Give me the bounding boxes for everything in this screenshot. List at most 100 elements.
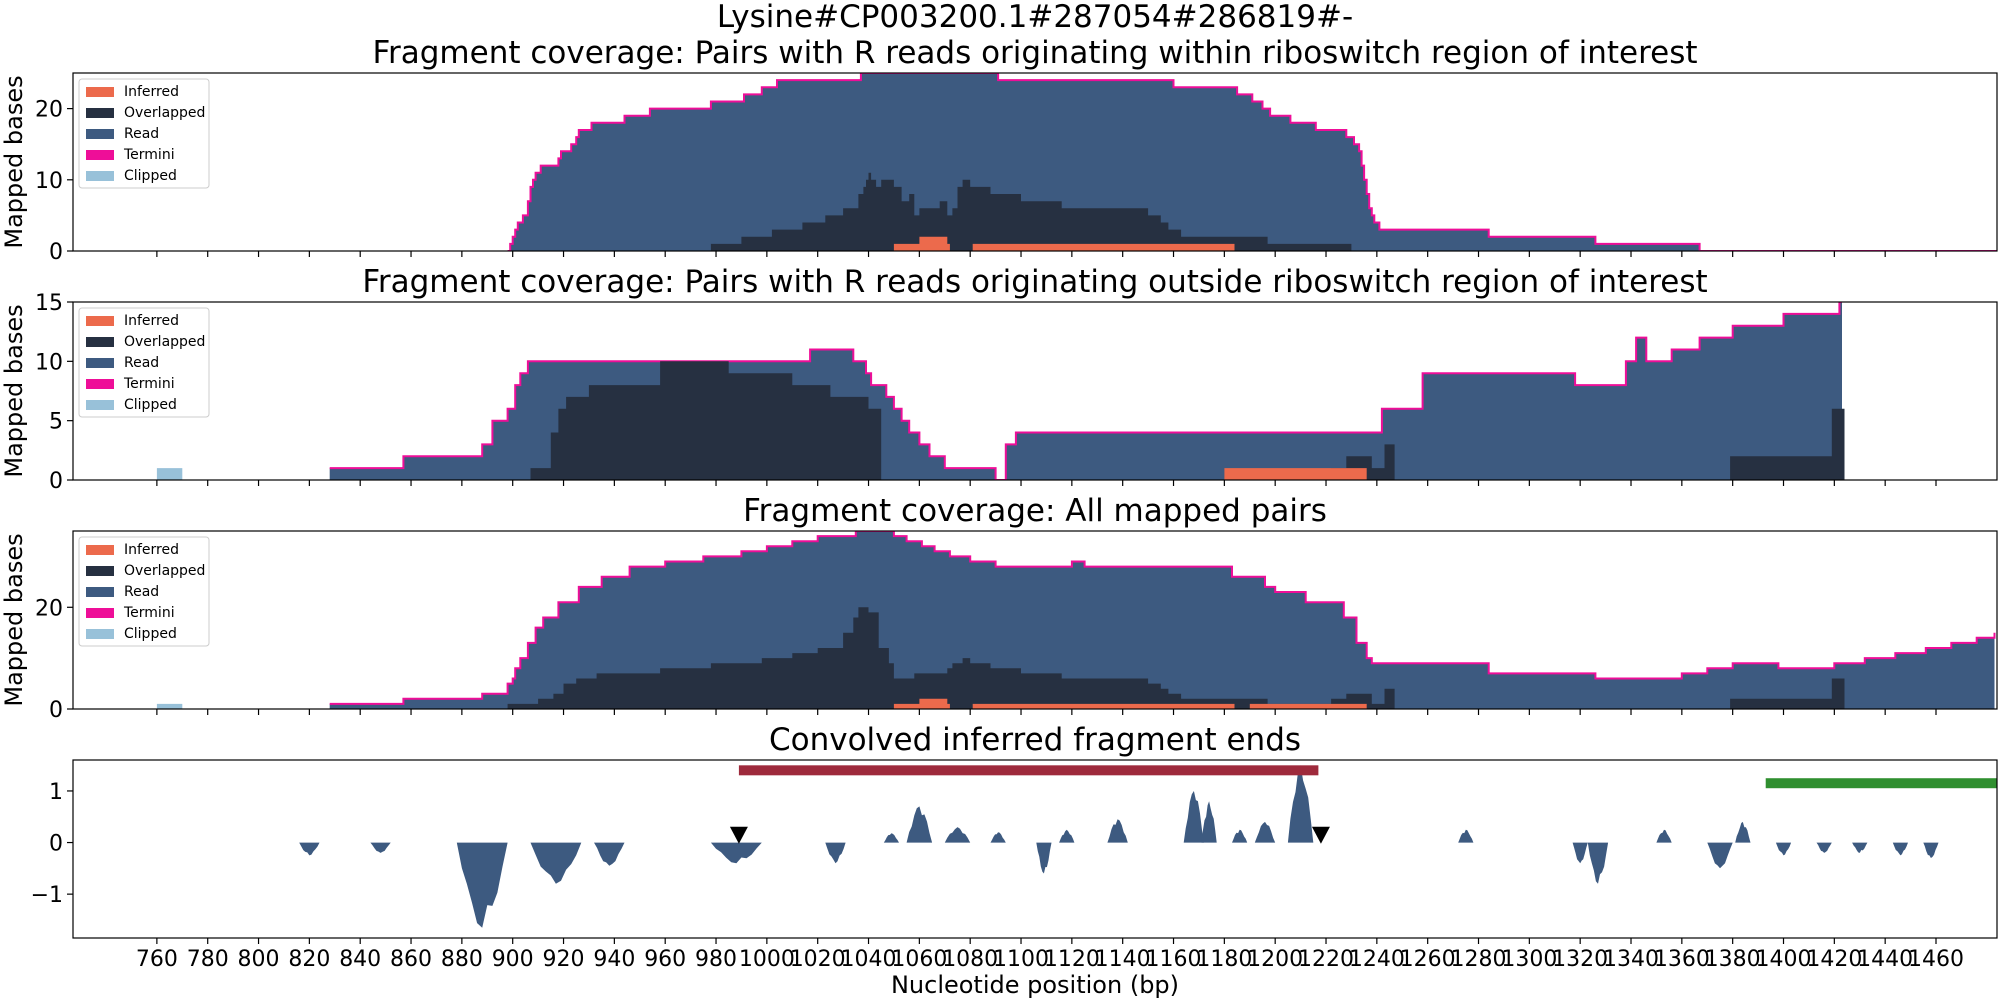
signal-peak [883, 833, 899, 843]
x-tick-label: 860 [390, 947, 432, 972]
signal-peak [370, 842, 391, 853]
x-tick-label: 1400 [1756, 947, 1812, 972]
legend-swatch-overlapped [86, 566, 114, 576]
axes-frame [72, 301, 1998, 481]
x-tick-label: 980 [695, 947, 737, 972]
signal-peak [1254, 821, 1276, 843]
triangle-marker [729, 826, 748, 844]
plot-area [156, 531, 1996, 709]
signal-peak [1036, 842, 1052, 874]
series-overlapped-area [690, 172, 1997, 251]
axes-frame [72, 72, 1998, 252]
x-tick-label: 1460 [1908, 947, 1964, 972]
series-inferred-area [891, 236, 1997, 251]
x-tick-label: 900 [492, 947, 534, 972]
y-axis-label: Mapped bases [0, 533, 28, 706]
signal-peak [710, 842, 762, 864]
y-tick-label: 10 [35, 169, 63, 194]
x-axis-label: Nucleotide position (bp) [891, 971, 1179, 999]
legend-swatch-read [86, 358, 114, 368]
y-tick-label: 0 [49, 698, 63, 723]
legend-swatch-clipped [86, 629, 114, 639]
x-tick-label: 1380 [1705, 947, 1761, 972]
signal-peak [1107, 819, 1128, 843]
x-tick-label: 1020 [790, 947, 846, 972]
x-tick-label: 820 [288, 947, 330, 972]
x-tick-label: 1060 [891, 947, 947, 972]
x-tick-label: 1120 [1044, 947, 1100, 972]
legend-label-overlapped: Overlapped [124, 105, 205, 121]
legend-swatch-read [86, 129, 114, 139]
signal-peak [1923, 842, 1939, 858]
legend: Inferred Overlapped Read Termini Clipped [78, 307, 210, 418]
series-overlapped-area [507, 607, 1845, 709]
x-tick-label: 960 [644, 947, 686, 972]
legend-label-read: Read [124, 584, 159, 600]
legend-swatch-clipped [86, 171, 114, 181]
x-tick-label: 760 [136, 947, 178, 972]
legend-label-clipped: Clipped [124, 397, 177, 413]
legend-frame [78, 307, 210, 418]
signal-peak [1852, 842, 1868, 853]
x-tick-label: 1320 [1552, 947, 1608, 972]
legend-label-overlapped: Overlapped [124, 563, 205, 579]
x-tick-label: 920 [543, 947, 585, 972]
legend-swatch-inferred [86, 316, 114, 326]
legend-swatch-overlapped [86, 108, 114, 118]
x-tick-label: 1420 [1806, 947, 1862, 972]
series-termini-outline [329, 531, 1996, 705]
y-tick-label: 10 [35, 350, 63, 375]
x-tick-label: 1080 [942, 947, 998, 972]
series-termini-outline [507, 73, 1997, 251]
axes-frame [72, 530, 1998, 710]
series-overlapped-area [530, 361, 1845, 480]
x-tick-label: 1440 [1857, 947, 1913, 972]
signal-peak [1656, 829, 1672, 843]
panel-4: −1 0 1 760 780 800 820 840 860 880 900 920 940 960 980… [31, 722, 1998, 972]
panel-title: Convolved inferred fragment ends [769, 722, 1301, 758]
signal-peak [594, 842, 625, 866]
panel-title: Fragment coverage: Pairs with R reads or… [372, 35, 1697, 71]
legend-swatch-overlapped [86, 337, 114, 347]
legend: Inferred Overlapped Read Termini Clipped [78, 78, 210, 189]
legend-swatch-inferred [86, 87, 114, 97]
panels: Inferred Overlapped Read Termini Clipped Mapp… [0, 35, 1998, 972]
plot-area [507, 73, 1997, 251]
series-termini-outline [329, 302, 1842, 480]
y-tick-label: 5 [49, 410, 63, 435]
legend-label-termini: Termini [123, 147, 175, 163]
legend-frame [78, 78, 210, 189]
axes-frame [72, 759, 1998, 939]
y-tick-label: 0 [49, 240, 63, 265]
panel-title: Fragment coverage: All mapped pairs [743, 493, 1327, 529]
y-tick-label: 0 [49, 469, 63, 494]
x-tick-label: 1200 [1247, 947, 1303, 972]
y-tick-label: 0 [49, 832, 63, 857]
signal-peak [1201, 801, 1217, 843]
legend-label-termini: Termini [123, 376, 175, 392]
x-tick-label: 1240 [1349, 947, 1405, 972]
panel-1: Inferred Overlapped Read Termini Clipped Mapp… [0, 35, 1998, 265]
plot-area [156, 302, 1845, 480]
legend-swatch-read [86, 587, 114, 597]
region-bar-red [738, 765, 1319, 776]
x-tick-label: 840 [339, 947, 381, 972]
series-inferred-area [891, 698, 1367, 709]
plot-area [299, 765, 1997, 928]
x-tick-label: 1340 [1603, 947, 1659, 972]
legend-swatch-clipped [86, 400, 114, 410]
x-tick-label: 1260 [1400, 947, 1456, 972]
x-tick-label: 1180 [1196, 947, 1252, 972]
signal-peak [1572, 842, 1588, 864]
signal-peak [990, 832, 1006, 843]
legend-label-overlapped: Overlapped [124, 334, 205, 350]
signal-peak [1707, 842, 1733, 869]
legend-label-clipped: Clipped [124, 168, 177, 184]
panel-title: Fragment coverage: Pairs with R reads or… [362, 264, 1707, 300]
signal-peak [825, 842, 846, 864]
signal-peak [1892, 842, 1908, 856]
y-tick-label: −1 [31, 883, 63, 908]
legend-swatch-inferred [86, 545, 114, 555]
x-tick-label: 1300 [1501, 947, 1557, 972]
legend-frame [78, 536, 210, 647]
